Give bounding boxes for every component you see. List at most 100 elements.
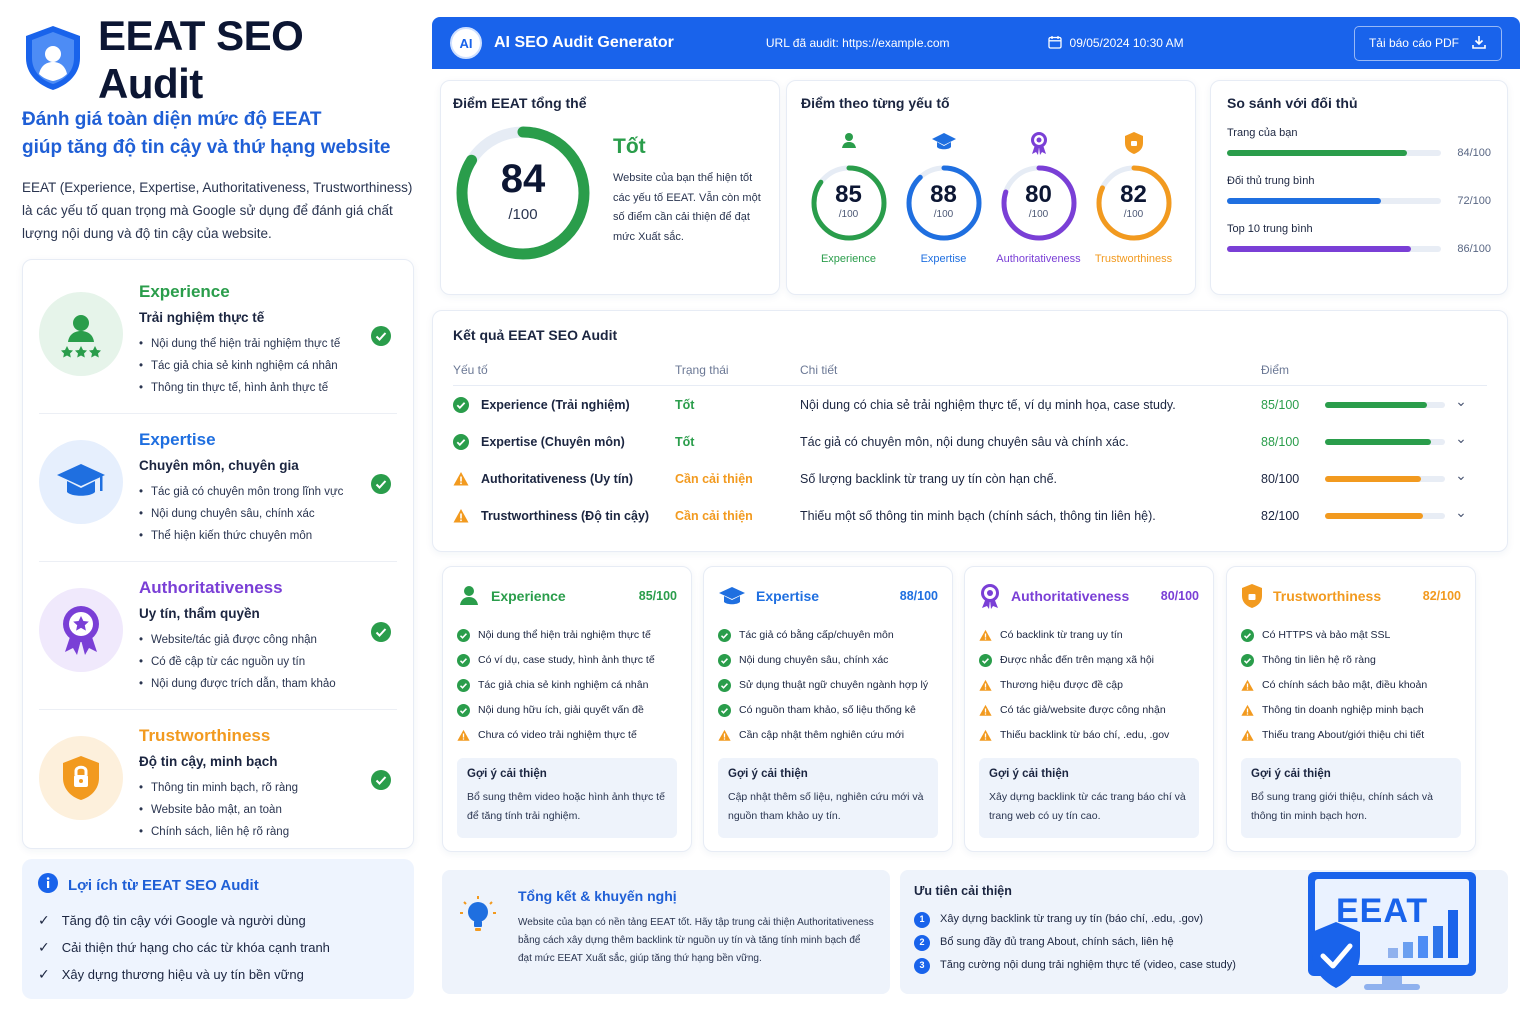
warning-icon (1241, 679, 1254, 692)
benefits-title: Lợi ích từ EEAT SEO Audit (68, 876, 259, 894)
score-text: 82/100 (1261, 508, 1300, 523)
score-value: 88 (930, 181, 957, 208)
suggestion-box: Gợi ý cải thiện Xây dựng backlink từ các … (979, 758, 1199, 838)
check-circle-icon (457, 629, 470, 642)
detail-item-text: Tác giả chia sẻ kinh nghiệm cá nhân (478, 679, 649, 691)
table-row[interactable]: Trustworthiness (Độ tin cậy) Cần cải thiệ… (453, 497, 1487, 534)
detail-card-expertise: Expertise 88/100 Tác giả có bằng cấp/chuyê… (703, 566, 953, 852)
table-row[interactable]: Expertise (Chuyên môn) Tốt Tác giả có chuy… (453, 423, 1487, 460)
download-pdf-button[interactable]: Tải báo cáo PDF (1353, 25, 1502, 61)
chevron-down-icon[interactable]: ⌄ (1455, 467, 1467, 483)
app-title: EEAT SEO Audit (98, 12, 304, 107)
benefits-box: Lợi ích từ EEAT SEO Audit ✓ Tăng độ tin c… (22, 859, 414, 999)
factor-expertise: Expertise Chuyên môn, chuyên gia Tác giả… (39, 414, 397, 562)
score-label: Experience (820, 253, 877, 265)
priority-text: Xây dựng backlink từ trang uy tín (báo c… (940, 913, 1203, 925)
detail-title: Authoritativeness (1011, 588, 1130, 604)
compare-fill (1227, 246, 1412, 252)
factor-name: Authoritativeness (Uy tín) (481, 471, 634, 486)
compare-title: So sánh với đối thủ (1227, 95, 1358, 111)
score-max: /100 (838, 209, 859, 220)
overall-desc: Website của bạn thể hiện tốt các yếu tố … (613, 172, 761, 243)
score-ring: 82/100 (1094, 163, 1174, 243)
competitor-compare-card: So sánh với đối thủ Trang của bạn 84/100 Đ… (1210, 80, 1508, 295)
detail-item: Thông tin liên hệ rõ ràng (1241, 648, 1461, 673)
score-arc (1096, 165, 1171, 241)
check-circle-icon (371, 326, 391, 351)
detail-item: Có chính sách bảo mật, điều khoản (1241, 673, 1461, 698)
compare-value: 84/100 (1457, 147, 1491, 159)
chevron-down-icon[interactable]: ⌄ (1455, 504, 1467, 520)
factor-subtitle: Trải nghiệm thực tế (139, 310, 265, 325)
factor-bullet: Có đề cập từ các nguồn uy tín (139, 651, 336, 673)
suggestion-title: Gợi ý cải thiện (1251, 768, 1331, 780)
detail-item-text: Tác giả có bằng cấp/chuyên môn (739, 629, 894, 641)
priority-item: 3 Tăng cường nội dung trải nghiệm thực tế… (914, 954, 1494, 977)
score-text: 88/100 (1261, 434, 1300, 449)
check-circle-icon (718, 679, 731, 692)
suggestion-title: Gợi ý cải thiện (989, 768, 1069, 780)
detail-item: Tác giả có bằng cấp/chuyên môn (718, 623, 938, 648)
check-circle-icon (457, 654, 470, 667)
award-badge-icon (979, 583, 1001, 609)
factor-subtitle: Độ tin cậy, minh bạch (139, 754, 278, 769)
compare-fill (1227, 150, 1407, 156)
detail-item: Có backlink từ trang uy tín (979, 623, 1199, 648)
score-bar (1325, 475, 1445, 482)
detail-item: Thiếu backlink từ báo chí, .edu, .gov (979, 723, 1199, 748)
score-value: 82 (1120, 181, 1147, 208)
detail-item-text: Sử dụng thuật ngữ chuyên ngành hợp lý (739, 679, 929, 691)
benefit-item: ✓ Xây dựng thương hiệu và uy tín bền vững (38, 961, 398, 988)
warning-icon (979, 729, 992, 742)
table-row[interactable]: Experience (Trải nghiệm) Tốt Nội dung có c… (453, 386, 1487, 423)
chevron-down-icon[interactable]: ⌄ (1455, 430, 1467, 446)
detail-item: Nội dung hữu ích, giải quyết vấn đề (457, 698, 677, 723)
detail-item: Thiếu trang About/giới thiệu chi tiết (1241, 723, 1461, 748)
chevron-down-icon[interactable]: ⌄ (1455, 393, 1467, 409)
table-row[interactable]: Authoritativeness (Uy tín) Cần cải thiện S… (453, 460, 1487, 497)
priority-item: 1 Xây dựng backlink từ trang uy tín (báo … (914, 908, 1494, 931)
ai-logo-icon: AI (450, 27, 482, 59)
warning-icon (457, 729, 470, 742)
column-header: Điểm (1261, 363, 1290, 377)
check-circle-icon (457, 679, 470, 692)
detail-card-authoritativeness: Authoritativeness 80/100 Có backlink từ tr… (964, 566, 1214, 852)
score-max: /100 (933, 209, 954, 220)
user-stars-icon (39, 292, 123, 376)
overall-ring: 84 /100 (453, 123, 593, 263)
score-bar-fill (1325, 475, 1421, 482)
table-header: Yếu tố Trạng thái Chi tiết Điểm (453, 363, 1487, 386)
priority-number: 2 (914, 934, 930, 951)
column-header: Yếu tố (453, 363, 488, 377)
monitor-text: EEAT (1336, 892, 1429, 930)
factor-bullet: Tác giả chia sẻ kinh nghiệm cá nhân (139, 355, 340, 377)
warning-icon (1241, 729, 1254, 742)
detail-item: Có tác giả/website được công nhận (979, 698, 1199, 723)
detail-item-text: Nội dung thể hiện trải nghiệm thực tế (478, 629, 651, 641)
status-badge: Cần cải thiện (675, 471, 753, 486)
detail-item: Sử dụng thuật ngữ chuyên ngành hợp lý (718, 673, 938, 698)
shield-lock-icon (1124, 131, 1144, 159)
check-circle-icon (453, 433, 469, 450)
check-circle-icon (371, 622, 391, 647)
detail-item: Có HTTPS và bảo mật SSL (1241, 623, 1461, 648)
factor-bullet: Thông tin minh bạch, rõ ràng (139, 777, 298, 799)
factor-experience: Experience Trải nghiệm thực tế Nội dung … (39, 266, 397, 414)
priority-number: 3 (914, 957, 930, 974)
detail-item-text: Thiếu backlink từ báo chí, .edu, .gov (1000, 729, 1170, 741)
score-bar (1325, 512, 1445, 519)
benefit-text: Cải thiện thứ hạng cho các từ khóa cạnh … (61, 940, 330, 955)
score-ring: 88/100 (904, 163, 984, 243)
score-ring: 85/100 (809, 163, 889, 243)
benefit-item: ✓ Cải thiện thứ hạng cho các từ khóa cạnh… (38, 934, 398, 961)
factor-title: Trustworthiness (139, 726, 271, 745)
detail-score: 88/100 (899, 589, 938, 603)
detail-title: Expertise (756, 588, 820, 604)
detail-text: Số lượng backlink từ trang uy tín còn hạ… (800, 471, 1058, 486)
check-circle-icon (979, 654, 992, 667)
detail-item-text: Có ví dụ, case study, hình ảnh thực tế (478, 654, 655, 666)
download-label: Tải báo cáo PDF (1368, 36, 1459, 50)
factor-score-authoritativeness: 80/100 Authoritativeness (991, 131, 1086, 265)
detail-item-text: Nội dung chuyên sâu, chính xác (739, 654, 889, 666)
lead-line-1: Đánh giá toàn diện mức độ EEAT (22, 109, 322, 130)
